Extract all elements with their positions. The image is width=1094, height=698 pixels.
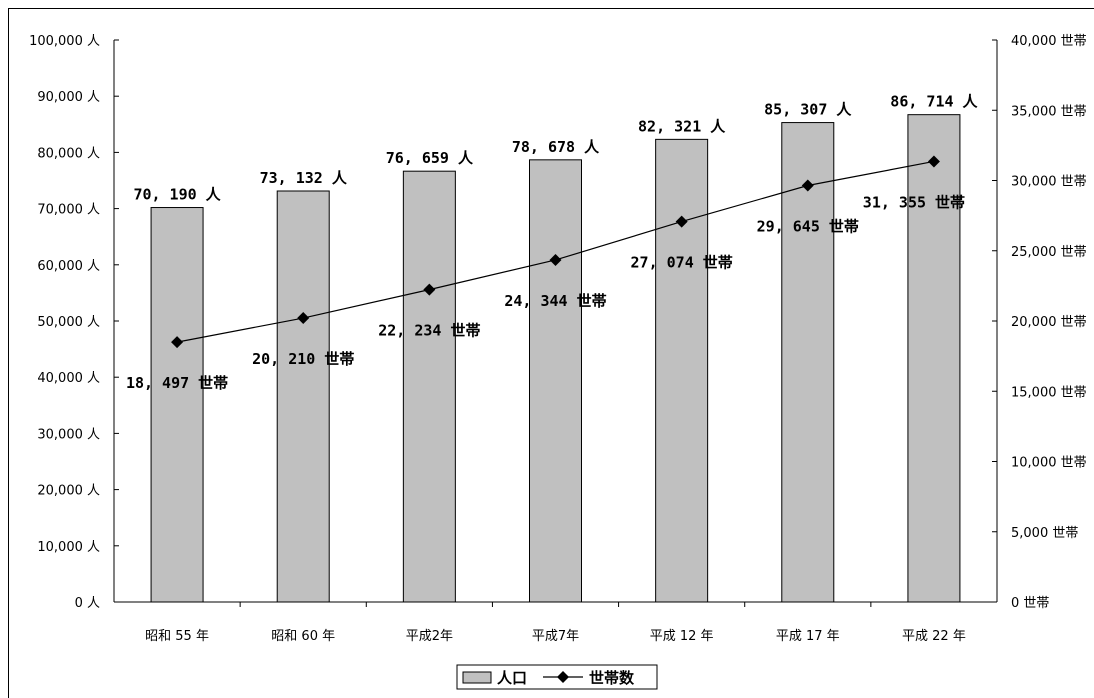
right-tick-label: 10,000 世帯 (1011, 456, 1087, 471)
legend-label-households: 世帯数 (589, 669, 635, 687)
bars (150, 114, 961, 603)
left-tick-label: 100,000 人 (29, 34, 100, 49)
population-value-label: 78, 678 人 (512, 138, 600, 156)
left-tick-label: 10,000 人 (37, 540, 100, 555)
category-label: 平成 17 年 (776, 629, 840, 644)
household-point (549, 253, 562, 266)
right-tick-label: 25,000 世帯 (1011, 245, 1087, 260)
household-value-label: 31, 355 世帯 (863, 193, 965, 211)
household-point (675, 215, 688, 228)
household-point (171, 336, 184, 349)
category-label: 平成 22 年 (902, 629, 966, 644)
left-tick-label: 90,000 人 (37, 90, 100, 105)
household-value-label: 27, 074 世帯 (631, 254, 733, 272)
left-tick-label: 20,000 人 (37, 484, 100, 499)
legend-swatch-bar (462, 671, 492, 684)
left-tick-label: 40,000 人 (37, 371, 100, 386)
left-tick-label: 30,000 人 (37, 427, 100, 442)
category-label: 平成 12 年 (650, 629, 714, 644)
population-value-label: 86, 714 人 (890, 93, 978, 111)
household-value-label: 29, 645 世帯 (757, 217, 859, 235)
right-tick-label: 40,000 世帯 (1011, 34, 1087, 49)
household-point (801, 179, 814, 192)
household-point (927, 155, 940, 168)
right-tick-label: 0 世帯 (1011, 596, 1049, 611)
population-bar (150, 207, 204, 603)
population-bar (781, 122, 835, 603)
household-point (423, 283, 436, 296)
household-value-label: 24, 344 世帯 (504, 292, 606, 310)
population-bar (907, 114, 961, 603)
legend-swatch-marker (557, 671, 569, 683)
right-tick-label: 15,000 世帯 (1011, 385, 1087, 400)
right-tick-label: 30,000 世帯 (1011, 175, 1087, 190)
population-value-label: 76, 659 人 (386, 149, 474, 167)
household-value-label: 18, 497 世帯 (126, 374, 228, 392)
chart-frame (8, 8, 1094, 698)
category-label: 昭和 60 年 (271, 629, 335, 644)
data-labels: 70, 190 人 73, 132 人 76, 659 人 78, 678 人 82, … (126, 93, 979, 392)
left-tick-label: 70,000 人 (37, 203, 100, 218)
household-line (171, 155, 940, 349)
population-bar (655, 138, 709, 603)
population-bar (402, 170, 456, 603)
population-bar (276, 190, 330, 603)
left-tick-label: 0 人 (75, 596, 100, 611)
household-point (297, 312, 310, 325)
left-tick-label: 60,000 人 (37, 259, 100, 274)
left-tick-label: 50,000 人 (37, 315, 100, 330)
right-tick-label: 35,000 世帯 (1011, 104, 1087, 119)
population-value-label: 82, 321 人 (638, 117, 726, 135)
right-tick-label: 5,000 世帯 (1011, 526, 1078, 541)
household-value-label: 20, 210 世帯 (252, 350, 354, 368)
population-value-label: 70, 190 人 (133, 186, 221, 204)
category-label: 平成7年 (532, 629, 579, 644)
category-label: 昭和 55 年 (145, 629, 209, 644)
right-tick-label: 20,000 世帯 (1011, 315, 1087, 330)
legend: 人口 世帯数 (456, 664, 658, 690)
legend-label-population: 人口 (497, 669, 527, 687)
population-value-label: 73, 132 人 (260, 169, 348, 187)
population-value-label: 85, 307 人 (764, 101, 852, 119)
household-value-label: 22, 234 世帯 (378, 322, 480, 340)
left-tick-label: 80,000 人 (37, 146, 100, 161)
axes: 0 人 10,000 人 20,000 人 30,000 人 40,000 人 50,00… (29, 34, 1087, 644)
category-label: 平成2年 (406, 629, 453, 644)
population-bar (529, 159, 582, 603)
